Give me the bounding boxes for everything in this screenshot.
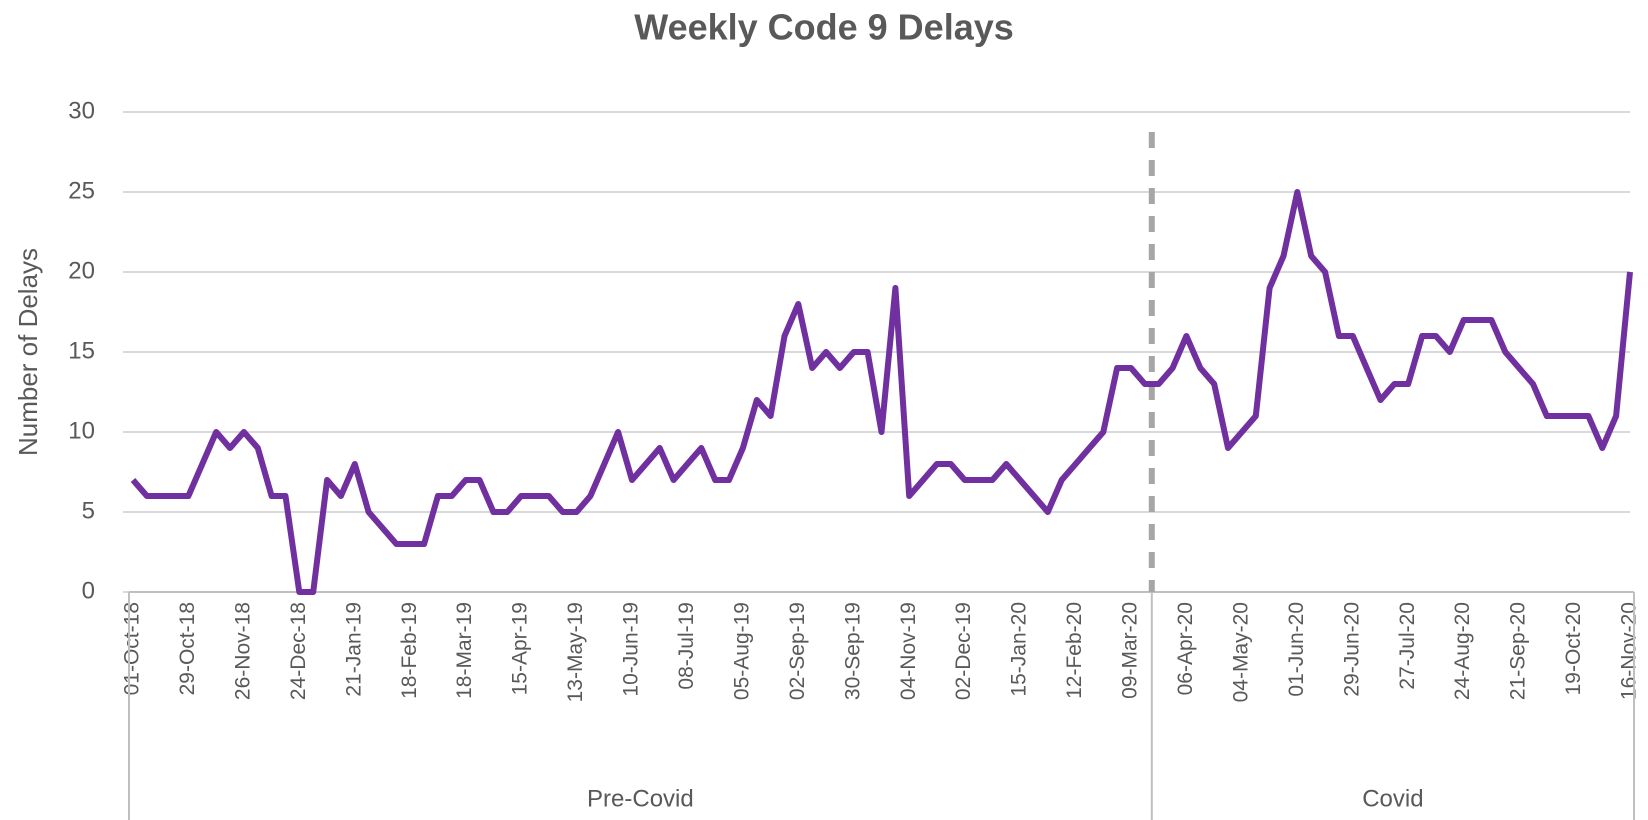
x-tick-label: 18-Mar-19 [453, 602, 476, 699]
x-tick-label: 16-Nov-20 [1618, 602, 1641, 700]
group-label: Pre-Covid [587, 785, 694, 812]
chart-title: Weekly Code 9 Delays [634, 7, 1014, 48]
group-label: Covid [1362, 785, 1423, 812]
x-tick-label: 05-Aug-19 [730, 602, 753, 700]
x-tick-label: 06-Apr-20 [1174, 602, 1197, 695]
x-tick-label: 02-Sep-19 [786, 602, 809, 700]
x-tick-label: 08-Jul-19 [675, 602, 698, 690]
x-tick-label: 18-Feb-19 [398, 602, 421, 699]
x-tick-label: 02-Dec-19 [952, 602, 975, 700]
x-tick-label: 04-May-20 [1229, 602, 1252, 702]
x-tick-label: 26-Nov-18 [231, 602, 254, 700]
y-axis-label: Number of Delays [13, 248, 43, 456]
x-tick-label: 09-Mar-20 [1119, 602, 1142, 699]
x-tick-label: 21-Jan-19 [342, 602, 365, 697]
y-tick-label: 0 [82, 577, 95, 604]
y-tick-label: 20 [68, 257, 95, 284]
x-tick-label: 04-Nov-19 [897, 602, 920, 700]
y-tick-label: 30 [68, 97, 95, 124]
x-tick-label: 29-Oct-18 [176, 602, 199, 695]
x-tick-label: 01-Jun-20 [1285, 602, 1308, 697]
data-line [130, 189, 1633, 595]
x-tick-label: 30-Sep-19 [841, 602, 864, 700]
x-tick-label: 10-Jun-19 [620, 602, 643, 697]
x-tick-label: 24-Aug-20 [1451, 602, 1474, 700]
y-tick-label: 25 [68, 177, 95, 204]
x-tick-label: 13-May-19 [564, 602, 587, 702]
y-tick-label: 5 [82, 497, 95, 524]
x-tick-label: 01-Oct-18 [121, 602, 144, 695]
x-tick-label: 24-Dec-18 [287, 602, 310, 700]
x-tick-label: 27-Jul-20 [1396, 602, 1419, 690]
y-tick-label: 10 [68, 417, 95, 444]
x-tick-label: 19-Oct-20 [1562, 602, 1585, 695]
x-tick-label: 15-Apr-19 [509, 602, 532, 695]
x-tick-label: 12-Feb-20 [1063, 602, 1086, 699]
x-tick-label: 15-Jan-20 [1008, 602, 1031, 697]
y-tick-label: 15 [68, 337, 95, 364]
x-tick-label: 29-Jun-20 [1340, 602, 1363, 697]
x-tick-label: 21-Sep-20 [1507, 602, 1530, 700]
